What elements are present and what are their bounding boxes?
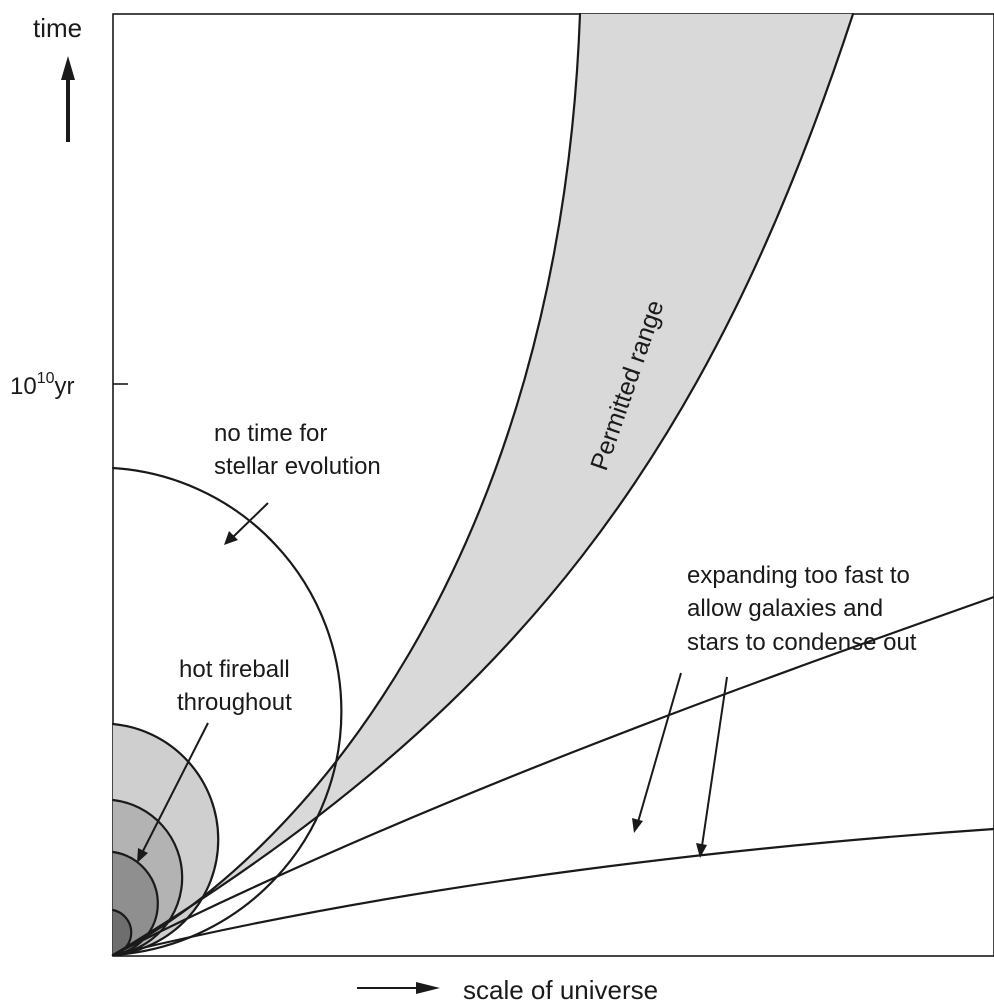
fireball-label-line2: throughout [177,689,292,716]
tick-base: 10 [10,373,37,400]
recollapse-curve-inner [111,850,159,957]
permitted-boundary-right [111,12,855,957]
fireball-region-core [113,910,132,955]
recollapse-curve-mid [111,798,184,957]
recollapse-curve-large [111,466,343,957]
tick-exponent: 10 [37,370,55,387]
permitted-range-band [113,14,853,955]
x-axis-label: scale of universe [463,975,658,1005]
y-axis-tick-label: 1010yr [10,370,75,400]
stellar-pointer-arrow-icon [224,502,269,545]
fast-expansion-curve-upper [111,595,994,957]
stellar-label-line2: stellar evolution [214,453,381,480]
time-arrow-icon [61,56,75,142]
y-axis-label: time [33,13,82,43]
fireball-pointer-arrow-icon [137,722,209,863]
recollapse-curve-outer [111,722,220,957]
fireball-label-line1: hot fireball [179,656,290,683]
fast-label-line2: allow galaxies and [687,595,883,622]
stellar-label-line1: no time for [214,420,327,447]
scale-arrow-icon [357,982,440,994]
fast-pointer-arrow-upper-icon [632,672,682,833]
tick-unit: yr [55,373,75,400]
fast-label-line1: expanding too fast to [687,562,910,589]
fast-label-line3: stars to condense out [687,629,917,656]
plot-frame [112,13,994,957]
fast-pointer-arrow-lower-icon [696,676,728,858]
fast-expansion-curve-lower [111,827,994,957]
